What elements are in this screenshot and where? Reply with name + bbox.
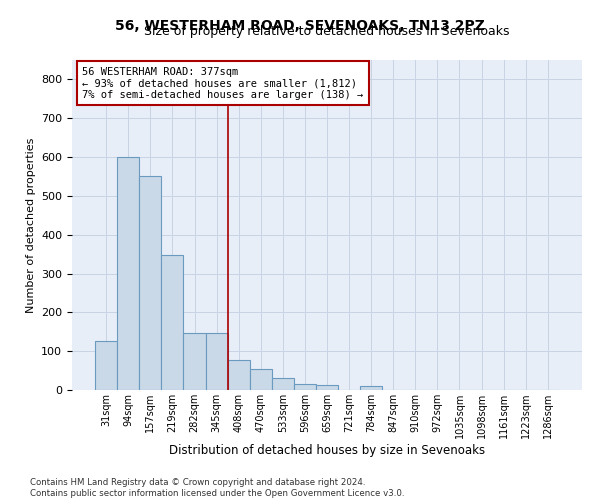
Bar: [206, 332, 227, 390]
Text: 56 WESTERHAM ROAD: 377sqm
← 93% of detached houses are smaller (1,812)
7% of sem: 56 WESTERHAM ROAD: 377sqm ← 93% of detac…: [82, 66, 364, 100]
Text: Contains HM Land Registry data © Crown copyright and database right 2024.
Contai: Contains HM Land Registry data © Crown c…: [30, 478, 404, 498]
Bar: [294, 384, 316, 390]
Bar: [272, 378, 294, 390]
Title: Size of property relative to detached houses in Sevenoaks: Size of property relative to detached ho…: [144, 25, 510, 38]
Bar: [227, 360, 250, 390]
Y-axis label: Number of detached properties: Number of detached properties: [26, 138, 35, 312]
Bar: [316, 385, 338, 390]
Bar: [360, 386, 382, 390]
Bar: [117, 157, 139, 390]
Bar: [95, 342, 117, 390]
Bar: [250, 368, 272, 390]
Text: 56, WESTERHAM ROAD, SEVENOAKS, TN13 2PZ: 56, WESTERHAM ROAD, SEVENOAKS, TN13 2PZ: [115, 18, 485, 32]
X-axis label: Distribution of detached houses by size in Sevenoaks: Distribution of detached houses by size …: [169, 444, 485, 457]
Bar: [139, 176, 161, 390]
Bar: [184, 332, 206, 390]
Bar: [161, 255, 184, 390]
